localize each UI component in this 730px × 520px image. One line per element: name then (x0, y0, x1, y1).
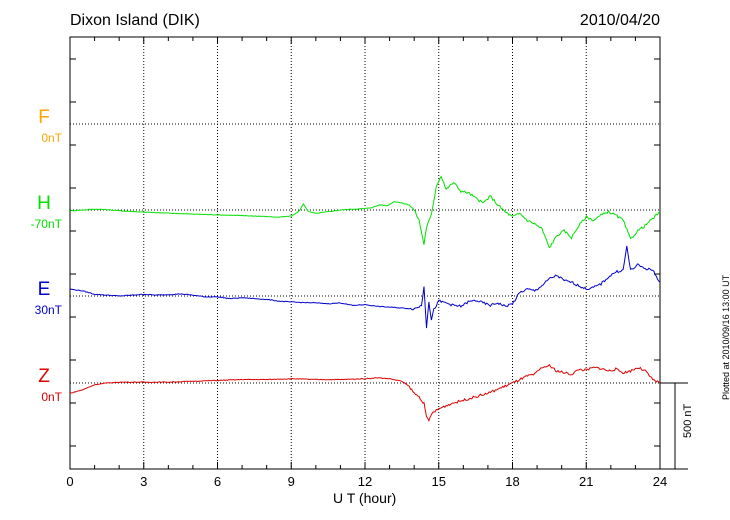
x-tick-label: 9 (288, 474, 295, 489)
x-tick-label: 24 (653, 474, 667, 489)
series-line-z (69, 363, 661, 423)
x-axis-label: U T (hour) (333, 490, 397, 506)
x-tick-label: 21 (579, 474, 593, 489)
x-tick-label: 15 (432, 474, 446, 489)
x-tick-label: 0 (66, 474, 73, 489)
x-tick-label: 12 (358, 474, 372, 489)
series-line-e (69, 245, 661, 329)
plotted-timestamp: Plotted at 2010/09/16 13:00 UT (721, 274, 730, 400)
series-baseline-e: 30nT (35, 303, 63, 317)
date-label: 2010/04/20 (579, 12, 660, 29)
series-baseline-h: -70nT (31, 217, 63, 231)
series-label-e: E (38, 279, 51, 300)
series-line-h (69, 175, 661, 249)
station-name: Dixon Island (DIK) (70, 12, 200, 29)
x-tick-label: 6 (214, 474, 221, 489)
series-baseline-z: 0nT (41, 390, 62, 404)
x-tick-label: 18 (505, 474, 519, 489)
series-label-f: F (38, 107, 50, 128)
x-tick-label: 3 (140, 474, 147, 489)
series-baseline-f: 0nT (41, 131, 62, 145)
scale-bar-label: 500 nT (682, 403, 694, 438)
series-label-z: Z (38, 366, 50, 387)
series-label-h: H (37, 193, 51, 214)
